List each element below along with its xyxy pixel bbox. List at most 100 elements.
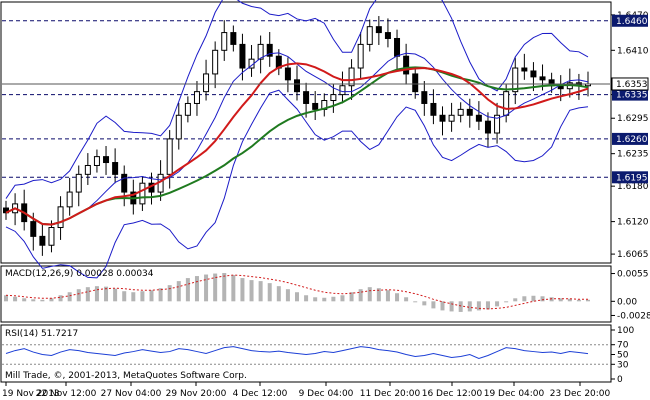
macd-panel [0,265,612,323]
x-tick-label: 11 Dec 20:00 [360,389,421,399]
candle-body [403,55,410,75]
current-price-badge [611,77,649,91]
macd-bar [385,290,390,302]
x-tick-label: 19 Dec 04:00 [484,389,545,399]
macd-bar [67,292,72,302]
macd-tick-label: -0.0028 [617,311,650,321]
rsi-tick-label: 0 [617,375,623,385]
candle-body [330,94,337,102]
level-badge-label: 1.6260 [616,135,648,145]
candle-body [412,73,419,93]
x-tick-label: 16 Dec 12:00 [422,389,483,399]
rsi-line [5,346,589,359]
candle-body [75,173,82,193]
macd-bar [167,285,172,302]
level-badge [612,88,648,101]
macd-bar [295,292,299,302]
candle-body [503,91,510,116]
candle-body [448,114,455,122]
macd-bar [222,273,227,302]
candle-body [66,191,73,208]
level-badge [612,171,648,184]
candle-body [466,108,473,116]
macd-bar [131,292,136,302]
macd-layer: 0.0055 0.00 -0.0028 [4,270,650,321]
macd-bar [485,301,490,310]
macd-bar [367,287,372,302]
x-tick-label: 9 Dec 04:00 [299,389,354,399]
candle-body [175,114,182,140]
macd-bar [558,298,563,302]
candle-body [284,67,291,81]
macd-bar [513,298,518,302]
y-tick-label: 1.6295 [617,114,649,124]
macd-bar [331,296,336,302]
macd-signal-line [5,274,588,310]
candle-body [421,91,428,104]
macd-bar [258,281,263,302]
macd-tick-label: 0.00 [617,297,637,307]
macd-bar [213,273,218,302]
macd-bar [504,301,509,303]
candle-body [348,67,355,87]
candle-body [475,114,482,122]
macd-bar [476,301,481,311]
macd-bar [249,280,254,302]
rsi-tick-label: 70 [617,341,629,351]
candle-body [294,79,300,93]
candle-body [93,156,100,166]
macd-bar [576,299,581,302]
macd-label: MACD(12,26,9) 0.00028 0.00034 [5,269,154,279]
rsi-label: RSI(14) 51.7217 [5,329,78,339]
macd-bar [276,286,281,302]
moving-average-red [5,62,589,226]
candle-body [530,70,537,78]
macd-bar [22,298,27,302]
level-badge-label: 1.6195 [616,173,648,183]
macd-bar [404,297,409,302]
macd-bar [85,287,90,302]
macd-bar [540,296,545,302]
x-tick-label: 29 Nov 20:00 [166,389,227,399]
candle-body [539,76,546,81]
macd-bar [49,298,54,302]
macd-bar [304,295,309,302]
macd-bar [431,301,436,309]
macd-bar [94,286,99,302]
candle-body [48,227,55,246]
candle-body [512,67,519,93]
candle-body [57,206,64,229]
y-tick-label: 1.6410 [617,46,649,56]
candle-body [230,32,237,45]
price-panel [0,1,612,264]
macd-bar [549,297,554,302]
macd-bar [313,297,318,302]
macd-bar [567,298,572,302]
macd-bar [204,274,209,302]
macd-bar [13,296,18,302]
macd-bar [194,276,199,302]
macd-bar [140,291,145,302]
macd-bar [440,301,445,311]
candle-body [257,43,264,60]
macd-bar [231,275,236,302]
macd-bar [449,301,454,312]
macd-bar [422,301,427,306]
macd-bar [522,296,527,302]
price-axis: 1.64701.64101.63531.63351.62951.62351.61… [611,11,649,260]
rsi-panel [0,324,612,383]
macd-bar [531,295,536,302]
y-tick-label: 1.6065 [617,250,649,260]
candle-body [339,85,346,96]
macd-bar [267,283,272,302]
level-badge-label: 1.6335 [616,91,648,101]
candle-body [221,32,228,51]
level-badge-label: 1.6460 [616,17,648,27]
macd-bar [104,286,109,302]
macd-bar [358,289,363,302]
candle-body [39,235,46,246]
macd-bar [4,295,8,302]
candle-body [394,37,401,57]
